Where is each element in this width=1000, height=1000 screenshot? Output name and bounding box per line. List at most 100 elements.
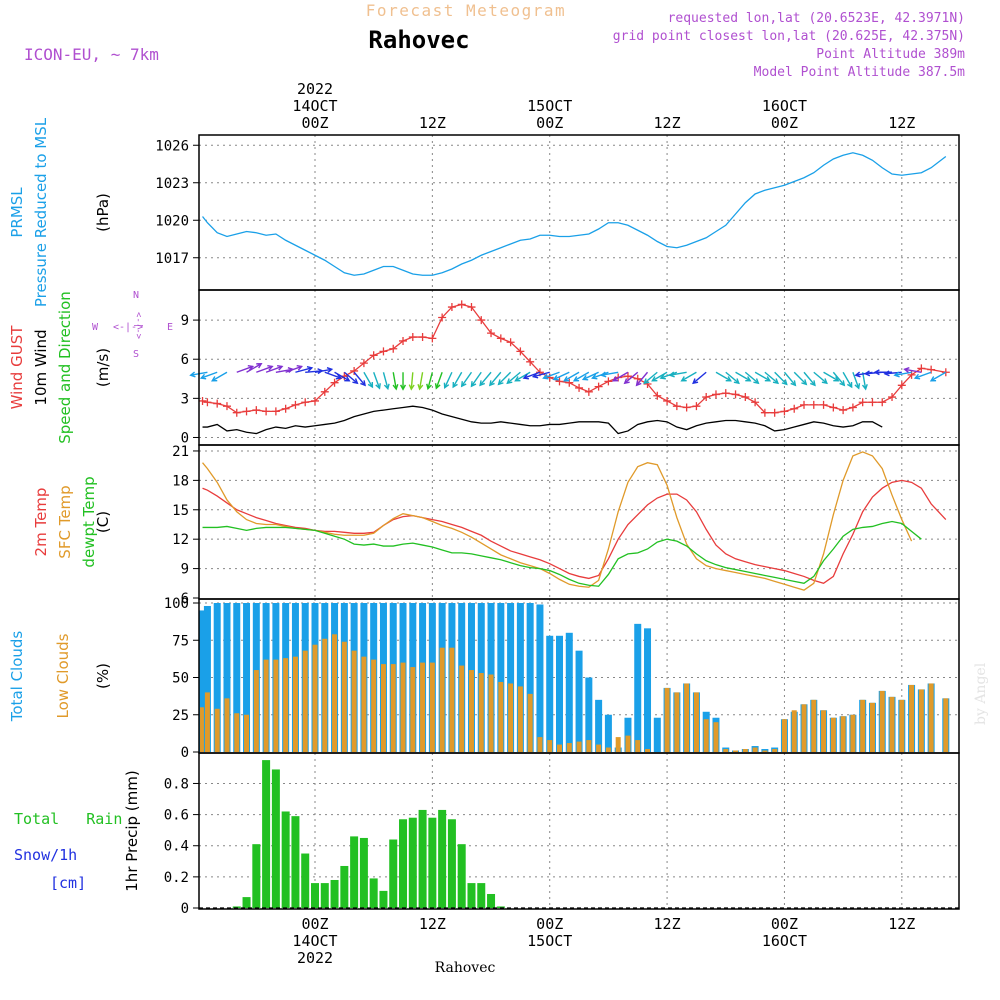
precip-bar bbox=[320, 883, 329, 908]
wind-arrow bbox=[211, 371, 228, 382]
total-cloud-bar bbox=[595, 699, 603, 752]
point-altitude: Point Altitude 389m bbox=[816, 47, 965, 62]
gust-marker bbox=[839, 406, 848, 415]
wind-arrow-head bbox=[651, 376, 658, 382]
gust-marker bbox=[457, 300, 466, 309]
time-label-bottom: 2022 bbox=[297, 949, 333, 967]
gust-marker bbox=[711, 390, 720, 399]
wind-arrow bbox=[285, 365, 302, 373]
series-line-wind-gust bbox=[202, 303, 946, 414]
time-label-bottom: 00Z bbox=[301, 915, 328, 933]
ytick-label: 21 bbox=[172, 444, 189, 460]
time-label-top: 16OCT bbox=[762, 97, 807, 115]
low-cloud-bar bbox=[860, 699, 866, 752]
gust-marker bbox=[751, 398, 760, 407]
wind-arrow bbox=[803, 371, 816, 386]
compass-mid: <-|-> bbox=[113, 322, 143, 333]
ytick-label: 75 bbox=[172, 633, 189, 649]
precip-bar bbox=[262, 760, 271, 908]
total-cloud-bar bbox=[199, 610, 207, 752]
wind-arrow bbox=[823, 371, 839, 382]
gust-marker bbox=[623, 372, 632, 381]
wind-arrow bbox=[852, 372, 860, 389]
precip-bar bbox=[408, 817, 417, 908]
ytick-label: 0.2 bbox=[164, 870, 189, 886]
wind-arrow bbox=[479, 371, 492, 386]
wind-arrow-head bbox=[392, 384, 399, 391]
gust-marker bbox=[829, 403, 838, 412]
low-cloud-bar bbox=[635, 740, 641, 752]
ytick-label: 0.8 bbox=[164, 776, 189, 792]
wind-arrow-head bbox=[426, 383, 432, 391]
wind-arrow-head bbox=[623, 378, 630, 385]
low-cloud-bar bbox=[537, 737, 543, 752]
low-cloud-bar bbox=[371, 659, 377, 752]
wind-arrow bbox=[744, 371, 759, 384]
wind-arrow-head bbox=[367, 381, 374, 389]
precip-bar bbox=[428, 817, 437, 908]
low-cloud-bar bbox=[449, 647, 455, 752]
wind-arrow bbox=[904, 368, 922, 373]
wind-arrow bbox=[553, 371, 570, 381]
precip-bar bbox=[271, 769, 280, 908]
low-cloud-bar bbox=[928, 683, 934, 752]
low-cloud-bar bbox=[478, 673, 484, 752]
low-cloud-bar bbox=[410, 667, 416, 752]
low-cloud-bar bbox=[508, 683, 514, 752]
wind-arrow-head bbox=[210, 376, 218, 382]
wind-arrow bbox=[754, 371, 771, 382]
precip-bar bbox=[232, 906, 241, 908]
wind-arrow bbox=[489, 371, 502, 386]
gust-marker bbox=[198, 396, 207, 405]
low-cloud-bar bbox=[830, 717, 836, 752]
gust-marker bbox=[428, 334, 437, 343]
wind-arrow-head bbox=[781, 379, 788, 386]
wind-arrow-head bbox=[506, 378, 513, 385]
low-cloud-bar bbox=[224, 698, 230, 752]
precip-bar bbox=[467, 883, 476, 908]
ytick-label: 12 bbox=[172, 532, 189, 548]
gust-marker bbox=[584, 387, 593, 396]
gust-marker bbox=[760, 408, 769, 417]
gust-marker bbox=[506, 338, 515, 347]
wind-arrow-head bbox=[267, 365, 274, 371]
low-cloud-bar bbox=[557, 744, 562, 752]
wind-arrow-head bbox=[883, 370, 890, 377]
wind-arrow bbox=[435, 372, 443, 389]
gust-marker bbox=[487, 329, 496, 338]
wind-arrow bbox=[314, 368, 332, 373]
model-label: ICON-EU, ~ 7km bbox=[24, 45, 159, 64]
panel-side-label: (C) bbox=[94, 511, 112, 533]
low-cloud-bar bbox=[596, 744, 602, 752]
total-cloud-bar bbox=[243, 603, 251, 752]
panel-side-label: Pressure Reduced to MSL bbox=[32, 117, 50, 307]
time-label-top: 14OCT bbox=[292, 97, 337, 115]
low-cloud-bar bbox=[703, 719, 709, 752]
gust-marker bbox=[663, 396, 672, 405]
wind-arrow-head bbox=[753, 378, 760, 385]
gust-marker bbox=[379, 347, 388, 356]
total-cloud-bar bbox=[526, 603, 534, 752]
wind-arrow-head bbox=[903, 367, 910, 373]
wind-arrow bbox=[200, 371, 218, 379]
low-cloud-bar bbox=[420, 662, 426, 752]
wind-arrow-head bbox=[326, 367, 334, 373]
ytick-label: 0 bbox=[181, 430, 189, 446]
low-cloud-bar bbox=[351, 650, 357, 752]
wind-arrow bbox=[461, 371, 473, 387]
wind-arrow bbox=[353, 371, 366, 386]
wind-arrow-head bbox=[733, 378, 740, 385]
precip-ylabel: 1hr Precip (mm) bbox=[123, 770, 141, 891]
series-line-prmsl bbox=[202, 152, 947, 276]
series-line-2m-temp bbox=[202, 479, 947, 585]
wind-arrow-head bbox=[460, 381, 467, 388]
gust-marker bbox=[447, 303, 456, 312]
time-label-top: 15OCT bbox=[527, 97, 572, 115]
low-cloud-bar bbox=[517, 686, 523, 752]
panel-side-label: Total Clouds bbox=[8, 631, 26, 723]
wind-arrow-head bbox=[344, 376, 351, 382]
low-cloud-bar bbox=[341, 641, 347, 752]
gust-marker bbox=[848, 403, 857, 412]
low-cloud-bar bbox=[664, 687, 670, 752]
